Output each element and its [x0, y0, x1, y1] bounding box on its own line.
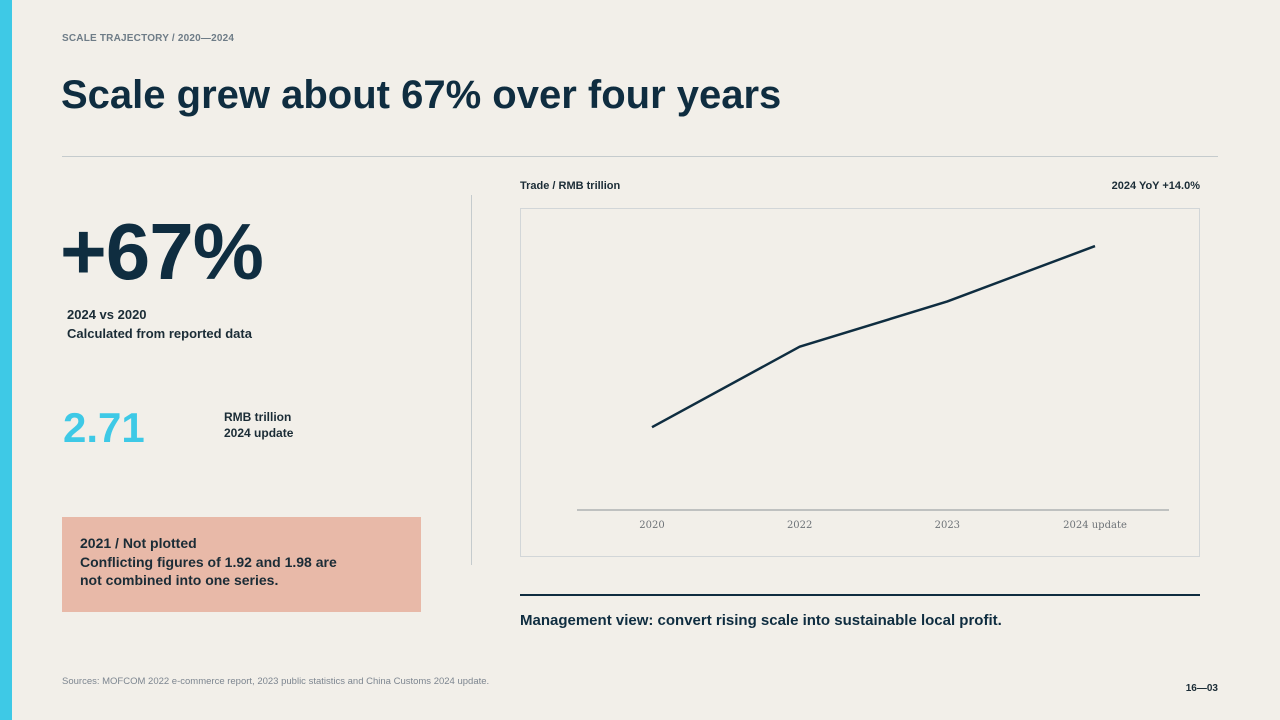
callout-text-line-2: not combined into one series.: [80, 572, 279, 588]
title-divider: [62, 156, 1218, 157]
kicker-label: SCALE TRAJECTORY / 2020—2024: [62, 33, 235, 44]
accent-bar: [0, 0, 12, 720]
chart-series-label: Trade / RMB trillion: [520, 180, 621, 192]
chart-yoy-label: 2024 YoY +14.0%: [1111, 180, 1200, 192]
x-tick-label: 2020: [639, 520, 664, 531]
x-tick-label: 2022: [787, 520, 812, 531]
data-caveat-callout: 2021 / Not plotted Conflicting figures o…: [62, 517, 421, 612]
x-tick-label: 2024 update: [1063, 520, 1127, 531]
x-tick-label: 2023: [935, 520, 960, 531]
secondary-stat-unit: RMB trillion: [224, 410, 292, 424]
footer-rule: [520, 594, 1200, 596]
headline-stat-method: Calculated from reported data: [67, 326, 252, 341]
page-number: 16—03: [1185, 683, 1218, 694]
series-line: [651, 244, 1096, 429]
secondary-stat-period: 2024 update: [224, 426, 294, 440]
callout-heading: 2021 / Not plotted: [80, 535, 197, 551]
management-view-text: Management view: convert rising scale in…: [520, 612, 1002, 629]
callout-text-line-1: Conflicting figures of 1.92 and 1.98 are: [80, 554, 337, 570]
secondary-stat-value: 2.71: [63, 404, 145, 451]
column-divider: [471, 195, 472, 565]
headline-stat-value: +67%: [60, 207, 264, 296]
chart-frame: 2020 2022 2023 2024 update: [520, 208, 1200, 557]
sources-note: Sources: MOFCOM 2022 e-commerce report, …: [62, 676, 490, 687]
line-chart: 2020 2022 2023 2024 update: [577, 244, 1169, 531]
page-title: Scale grew about 67% over four years: [61, 73, 782, 117]
headline-stat-comparison: 2024 vs 2020: [67, 307, 147, 322]
